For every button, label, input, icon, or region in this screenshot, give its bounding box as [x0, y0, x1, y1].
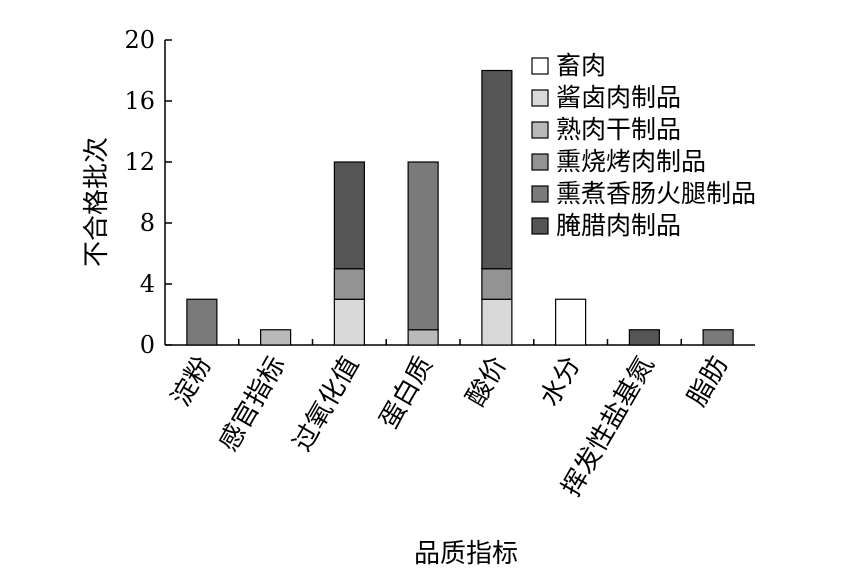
y-tick-label: 20	[124, 26, 155, 54]
y-tick-label: 0	[140, 331, 155, 359]
legend-label: 熏烧烤肉制品	[556, 147, 706, 176]
y-ticks: 0 4 8 12 16 20	[124, 26, 172, 359]
legend-swatch	[531, 153, 549, 171]
y-tick-label: 4	[140, 270, 155, 298]
bar-segment	[333, 268, 365, 300]
x-category-label: 水分	[535, 352, 587, 412]
x-category-label: 酸价	[461, 352, 513, 412]
bar-segment	[333, 298, 365, 346]
legend-label: 熏煮香肠火腿制品	[556, 179, 756, 208]
legend-swatch	[531, 217, 549, 235]
y-tick-label: 8	[140, 209, 155, 237]
x-category-label: 蛋白质	[374, 352, 439, 435]
bar-segment	[481, 268, 513, 300]
legend-swatch	[531, 121, 549, 139]
x-category-label: 脂肪	[682, 352, 734, 412]
bar-segment	[407, 329, 439, 346]
legend-swatch	[531, 89, 549, 107]
bar-segment	[407, 161, 439, 331]
x-category-label: 感官指标	[214, 352, 292, 457]
x-category-label: 淀粉	[166, 352, 218, 412]
bars	[186, 69, 734, 346]
y-tick-label: 16	[124, 87, 155, 115]
y-tick-label: 12	[124, 148, 155, 176]
legend-label: 腌腊肉制品	[556, 211, 681, 240]
legend-swatch	[531, 185, 549, 203]
bar-segment	[702, 329, 734, 346]
bar-segment	[481, 69, 513, 270]
legend-label: 熟肉干制品	[556, 115, 681, 144]
x-axis-title: 品质指标	[414, 539, 518, 569]
bar-segment	[555, 298, 587, 346]
bar-segment	[186, 298, 218, 346]
bar-segment	[333, 161, 365, 270]
legend-label: 畜肉	[556, 51, 606, 80]
bar-segment	[481, 298, 513, 346]
x-category-label: 过氧化值	[287, 352, 365, 457]
y-axis-title: 不合格批次	[82, 137, 112, 267]
bar-segment	[628, 329, 660, 346]
legend-label: 酱卤肉制品	[556, 83, 681, 112]
bar-segment	[260, 329, 292, 346]
legend-swatch	[531, 57, 549, 75]
